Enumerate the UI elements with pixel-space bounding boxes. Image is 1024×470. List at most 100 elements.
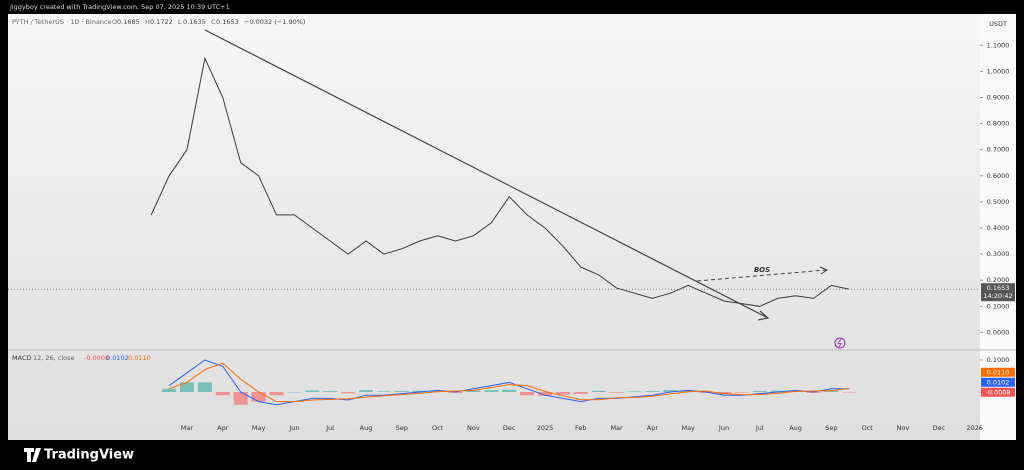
ohlc: L: [178, 18, 182, 26]
ohlc: −0.0032 (−1.90%): [244, 18, 305, 26]
x-tick-label: Aug: [360, 424, 373, 432]
indicator-value: 0.0110: [128, 354, 151, 362]
x-tick-label: Nov: [897, 424, 910, 432]
histogram-bar: [269, 392, 284, 396]
value-tag-label: 0.0102: [987, 378, 1010, 386]
y-tick-label: 0.9000: [987, 94, 1010, 102]
countdown: 14:20:42: [983, 292, 1012, 300]
histogram-bar: [376, 391, 391, 392]
header: jiggyboy created with TradingView.com, S…: [9, 3, 230, 11]
ohlc: 0.1685: [117, 18, 140, 26]
ohlc: H: [145, 18, 150, 26]
symbol: PYTH / TetherUS · 1D · Binance: [12, 18, 112, 26]
x-tick-label: Mar: [181, 424, 194, 432]
event-icon: [837, 338, 842, 348]
histogram-bar: [359, 390, 373, 392]
x-tick-label: Jun: [718, 424, 729, 432]
histogram-bar: [770, 390, 785, 392]
histogram-bar: [341, 392, 356, 394]
x-tick-label: May: [681, 424, 695, 432]
x-tick-label: Jun: [288, 424, 299, 432]
histogram-bar: [180, 382, 194, 392]
histogram-bar: [627, 391, 642, 392]
histogram-bar: [251, 392, 266, 402]
x-tick-label: Jul: [325, 424, 334, 432]
y-tick-label: 0.1000: [987, 356, 1010, 364]
histogram-bar: [717, 392, 731, 394]
histogram-bar: [305, 390, 320, 392]
indicator-line: [168, 362, 850, 403]
histogram-bar: [233, 392, 248, 405]
histogram-bar: [412, 390, 427, 392]
value-tag: [981, 377, 1015, 387]
histogram-bar: [520, 392, 535, 396]
histogram-bar: [645, 391, 660, 392]
x-tick-label: Aug: [789, 424, 802, 432]
price-line: [150, 56, 850, 307]
event-icon[interactable]: [834, 337, 846, 349]
y-tick-label: 0.4000: [987, 224, 1010, 232]
indicator-value: -0.0008: [84, 354, 109, 362]
histogram-bar: [394, 391, 409, 392]
x-tick-label: Nov: [467, 424, 480, 432]
histogram-bar: [197, 382, 212, 392]
histogram-bar: [287, 392, 302, 393]
indicator-params: 12, 26, close: [33, 354, 75, 362]
price-tag-label: 0.1653: [987, 284, 1010, 292]
histogram-bar: [591, 390, 606, 392]
histogram-bar: [663, 390, 678, 392]
y-tick-label: 0.3000: [987, 250, 1010, 258]
price-tag: [981, 283, 1015, 302]
x-tick-label: Dec: [503, 424, 516, 432]
y-tick-label: 1.1000: [987, 41, 1010, 49]
trend-line: [204, 29, 769, 319]
histogram-bar: [215, 392, 230, 396]
y-tick-label: 0.5000: [987, 198, 1010, 206]
ohlc: 0.1653: [216, 18, 239, 26]
x-tick-label: 2025: [537, 424, 554, 432]
histogram-bar: [555, 392, 570, 395]
x-tick-label: Dec: [933, 424, 946, 432]
x-tick-label: May: [252, 424, 266, 432]
x-tick-label: Feb: [575, 424, 587, 432]
value-tag-label: -0.0008: [985, 388, 1010, 396]
logo-mark: [24, 448, 41, 462]
bos-line: [696, 269, 827, 282]
histogram-bar: [842, 392, 857, 393]
x-tick-label: Oct: [432, 424, 444, 432]
histogram-bar: [573, 392, 588, 394]
y-tick-label: 1.0000: [987, 67, 1010, 75]
y-tick-label: 0.0000: [987, 328, 1010, 336]
indicator-line: [168, 359, 850, 406]
histogram-bar: [484, 390, 499, 392]
histogram-bar: [538, 392, 552, 396]
unit: USDT: [989, 20, 1007, 28]
y-tick-label: 0.7000: [987, 146, 1010, 154]
x-tick-label: 2026: [966, 424, 983, 432]
arrow-head: [757, 310, 770, 321]
x-tick-label: Apr: [647, 424, 659, 432]
x-tick-label: Jul: [755, 424, 764, 432]
ohlc: C: [211, 18, 216, 26]
y-tick-label: 0.8000: [987, 120, 1010, 128]
value-tag: [981, 387, 1015, 397]
histogram-bar: [609, 392, 624, 393]
histogram-bar: [502, 389, 517, 392]
histogram-bar: [734, 392, 749, 393]
indicator-value: 0.0102: [106, 354, 129, 362]
arrow-head: [819, 266, 829, 275]
annotation: BOS: [754, 266, 770, 274]
x-tick-label: Apr: [217, 424, 229, 432]
ohlc: O: [112, 18, 117, 26]
y-tick-label: 0.6000: [987, 172, 1010, 180]
brand: TradingView: [44, 448, 134, 463]
histogram-bar: [466, 390, 481, 392]
histogram-bar: [162, 388, 177, 392]
value-tag: [981, 367, 1015, 377]
y-tick-label: 0.1000: [987, 302, 1010, 310]
ohlc: 0.1635: [183, 18, 206, 26]
ohlc: 0.1722: [150, 18, 173, 26]
indicator-title: MACD: [12, 354, 31, 362]
y-tick-label: 0.2000: [987, 276, 1010, 284]
